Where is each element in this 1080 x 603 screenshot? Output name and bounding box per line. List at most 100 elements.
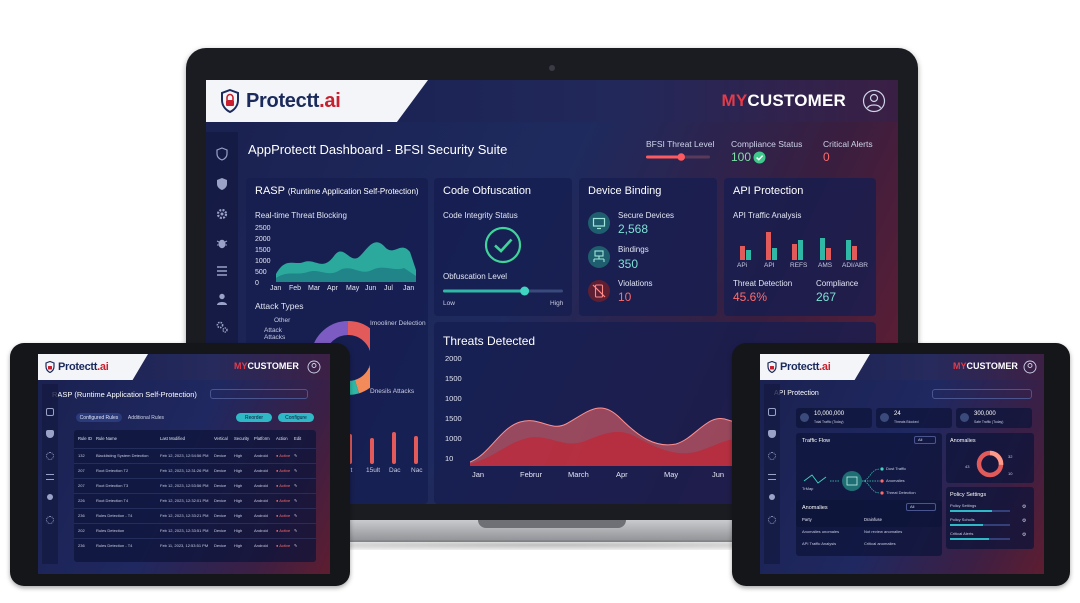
list-icon[interactable] (215, 264, 229, 278)
right-tablet-dropdown[interactable] (932, 389, 1032, 399)
anomalies-filter[interactable]: All (906, 503, 936, 511)
settings-icon[interactable] (215, 320, 229, 334)
edit-icon[interactable]: ✎ (294, 528, 298, 533)
tab-configured-rules[interactable]: Configured Rules (76, 413, 122, 422)
table-cell: ● Active (276, 468, 291, 473)
gear-icon[interactable] (215, 207, 229, 221)
traffic-flow-diagram (803, 467, 884, 495)
table-cell: ● Active (276, 453, 291, 458)
secure-devices-label: Secure Devices (618, 211, 675, 220)
left-tablet-topbar: Protectt.ai MYCUSTOMER (38, 354, 330, 380)
reorder-button[interactable]: Reorder (236, 413, 272, 422)
list-icon[interactable] (768, 474, 776, 480)
table-cell: ● Active (276, 513, 291, 518)
rasp-title: RASP (Runtime Application Self-Protectio… (255, 185, 419, 197)
column-header: Last Modified (160, 436, 185, 441)
user-icon[interactable] (215, 292, 229, 306)
rasp-x-tick: May (346, 285, 360, 292)
table-row[interactable]: 226 Root Detection T4 Feb 12, 2023, 12:32:… (74, 493, 316, 506)
table-row[interactable]: 202 Rules Detection Feb 12, 2023, 12:33:51… (74, 523, 316, 536)
threat-blocking-label: Real-time Threat Blocking (255, 211, 347, 220)
monitor-icon (588, 212, 610, 234)
table-row[interactable]: 207 Root Detection T2 Feb 12, 2023, 12:31:… (74, 463, 316, 476)
right-tablet-screen: Protectt.ai MYCUSTOMER API Protection 10… (760, 354, 1044, 574)
rasp-y-tick: 0 (255, 280, 259, 287)
edit-icon[interactable]: ✎ (294, 498, 298, 503)
threat-detection-label: Threat Detection (733, 279, 793, 288)
user-avatar-icon[interactable] (1023, 360, 1037, 374)
column-header: Security (234, 436, 250, 441)
threat-level-slider[interactable] (646, 153, 710, 161)
traffic-target-3: Threat Detection (886, 490, 916, 495)
table-row[interactable]: 207 Root Detection T3 Feb 12, 2023, 12:53:… (74, 478, 316, 491)
edit-icon[interactable]: ✎ (294, 483, 298, 488)
gear-icon[interactable] (46, 452, 54, 460)
edit-icon[interactable]: ✎ (294, 513, 298, 518)
edit-icon[interactable]: ✎ (294, 468, 298, 473)
gear-icon[interactable]: ⚙ (1022, 532, 1027, 538)
left-tablet-logo[interactable]: Protectt.ai (38, 354, 148, 380)
attack-types-label: Attack Types (255, 301, 304, 311)
user-icon[interactable] (769, 494, 775, 500)
shield-icon[interactable] (768, 408, 776, 416)
table-cell: Device (214, 468, 227, 473)
list-icon[interactable] (46, 474, 54, 480)
table-cell: Feb 12, 2023, 12:31:26 PM (160, 468, 209, 473)
column-header: Rule ID (78, 436, 92, 441)
anomalies-table-panel: Anomalies All Party Drainfuse Anomalies un… (796, 500, 942, 556)
configure-button[interactable]: Configure (278, 413, 314, 422)
table-row[interactable]: 236 Rules Detection - T4 Feb 12, 2023, 12:… (74, 508, 316, 521)
anomalies-left-label: 43 (965, 464, 970, 469)
threats-x-tick: Jun (712, 470, 725, 479)
obfuscation-high-label: High (550, 300, 564, 307)
left-tablet-screen: Protectt.ai MYCUSTOMER RASP (Runtime App… (38, 354, 330, 574)
rasp-y-tick: 2500 (255, 225, 271, 232)
shield-icon[interactable] (46, 408, 54, 416)
table-cell: Android (254, 483, 268, 488)
settings-icon[interactable] (46, 516, 54, 524)
gear-icon[interactable]: ⚙ (1022, 504, 1027, 510)
left-tablet-dropdown[interactable] (210, 389, 308, 399)
user-icon[interactable] (47, 494, 53, 500)
api-bar-label-1: APi (737, 262, 748, 269)
table-cell: Feb 12, 2023, 12:33:21 PM (160, 513, 209, 518)
shield-filled-icon[interactable] (768, 430, 776, 438)
gear-icon[interactable] (768, 452, 776, 460)
rasp-x-tick: Jan (270, 285, 282, 292)
shield-outline-icon[interactable] (215, 147, 229, 161)
table-row[interactable]: 236 Rules Detection - T4 Feb 11, 2023, 12:… (74, 538, 316, 551)
left-tablet-title: RASP (Runtime Application Self-Protectio… (52, 390, 197, 399)
right-tablet-title: API Protection (774, 390, 819, 397)
rasp-x-tick: Apr (327, 285, 338, 292)
edit-icon[interactable]: ✎ (294, 543, 298, 548)
user-avatar-icon[interactable] (862, 89, 886, 113)
shield-filled-icon[interactable] (46, 430, 54, 438)
settings-icon[interactable] (768, 516, 776, 524)
violations-label: Violations (618, 279, 653, 288)
gear-icon[interactable]: ⚙ (1022, 518, 1027, 524)
tab-additional-rules[interactable]: Additional Rules (127, 414, 165, 421)
right-tablet-logo[interactable]: Protectt.ai (760, 354, 870, 380)
obfuscation-level-slider[interactable] (443, 286, 563, 296)
table-cell: Device (214, 513, 227, 518)
right-tablet-sidebar (764, 384, 780, 564)
table-row[interactable]: 132 Blacklisting System Detection Feb 12, … (74, 448, 316, 461)
brand-logo[interactable]: Protectt.ai (206, 80, 428, 122)
table-cell: Rules Detection - T4 (96, 543, 133, 548)
table-cell: Device (214, 453, 227, 458)
column-header: Action (276, 436, 288, 441)
user-avatar-icon[interactable] (307, 360, 321, 374)
traffic-filter[interactable]: All (914, 436, 936, 444)
right-tablet-topbar: Protectt.ai MYCUSTOMER (760, 354, 1044, 380)
table-cell: Feb 12, 2023, 12:33:51 PM (160, 528, 209, 533)
policy-fill (950, 538, 989, 540)
rules-table: Rule ID Rule Name Last Modified Vertical Sec… (74, 430, 316, 562)
bug-icon[interactable] (215, 236, 229, 250)
api-bar-label-5: ADI/ABR (842, 262, 869, 269)
stat-icon (880, 413, 889, 422)
dashboard-title: AppProtectt Dashboard - BFSI Security Su… (248, 142, 508, 157)
logo-text: Protectt.ai (246, 89, 341, 112)
shield-icon[interactable] (215, 177, 229, 191)
table-cell: High (234, 543, 243, 548)
edit-icon[interactable]: ✎ (294, 453, 298, 458)
